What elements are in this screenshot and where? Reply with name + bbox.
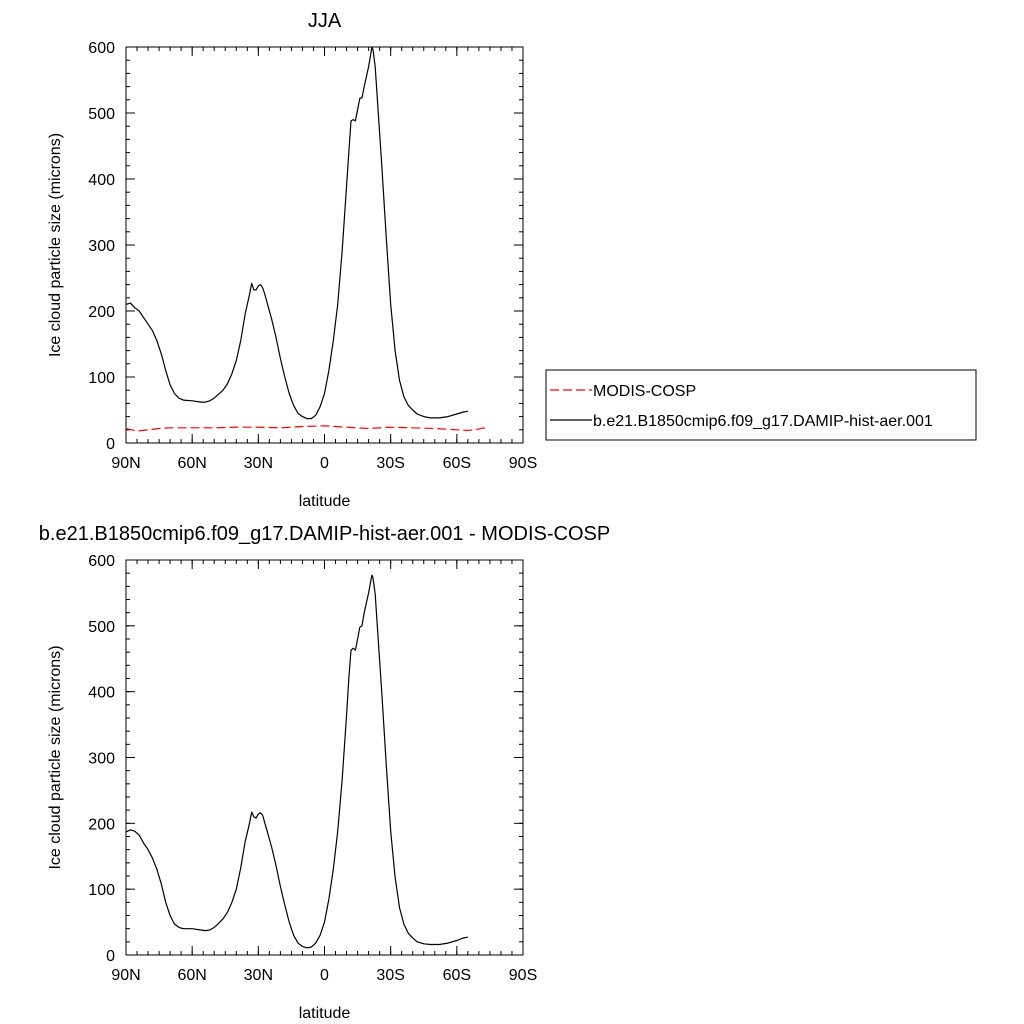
y-tick-label: 100 bbox=[88, 370, 115, 387]
x-axis-label: latitude bbox=[299, 493, 351, 510]
x-tick-label: 90N bbox=[111, 455, 140, 472]
x-tick-label: 30N bbox=[244, 967, 273, 984]
x-axis-label: latitude bbox=[299, 1005, 351, 1022]
chart-title: b.e21.B1850cmip6.f09_g17.DAMIP-hist-aer.… bbox=[39, 523, 610, 545]
panel-2: b.e21.B1850cmip6.f09_g17.DAMIP-hist-aer.… bbox=[39, 523, 610, 1022]
plot-frame bbox=[125, 559, 524, 956]
y-tick-label: 400 bbox=[88, 172, 115, 189]
y-tick-label: 500 bbox=[88, 106, 115, 123]
x-tick-label: 30S bbox=[376, 967, 404, 984]
x-tick-label: 90S bbox=[509, 967, 537, 984]
x-tick-label: 60N bbox=[177, 967, 206, 984]
y-tick-label: 500 bbox=[88, 619, 115, 636]
y-tick-label: 0 bbox=[106, 948, 115, 965]
y-axis-label: Ice cloud particle size (microns) bbox=[47, 645, 64, 869]
series-line-1 bbox=[125, 425, 489, 432]
x-tick-label: 90N bbox=[111, 967, 140, 984]
plot-frame bbox=[125, 46, 524, 444]
y-tick-label: 400 bbox=[88, 685, 115, 702]
y-tick-label: 0 bbox=[106, 436, 115, 453]
x-tick-label: 60S bbox=[443, 455, 471, 472]
y-tick-label: 600 bbox=[88, 40, 115, 57]
series-line-2 bbox=[125, 46, 468, 420]
legend-label: MODIS-COSP bbox=[593, 383, 696, 400]
y-tick-label: 200 bbox=[88, 816, 115, 833]
y-tick-label: 600 bbox=[88, 553, 115, 570]
chart-title: JJA bbox=[308, 10, 342, 32]
y-tick-label: 300 bbox=[88, 238, 115, 255]
panel-1: JJA 90N 60N 30N 0 30S 60S 90S 0 100 200 300 400 500 60… bbox=[47, 10, 977, 510]
y-axis-label: Ice cloud particle size (microns) bbox=[47, 133, 64, 357]
x-tick-label: 90S bbox=[509, 455, 537, 472]
x-tick-label: 60S bbox=[443, 967, 471, 984]
series-line-1 bbox=[125, 574, 468, 949]
x-tick-label: 0 bbox=[320, 967, 329, 984]
x-tick-label: 0 bbox=[320, 455, 329, 472]
y-tick-label: 100 bbox=[88, 882, 115, 899]
legend: MODIS-COSP b.e21.B1850cmip6.f09_g17.DAMIP… bbox=[545, 369, 977, 441]
y-tick-label: 200 bbox=[88, 304, 115, 321]
y-tick-label: 300 bbox=[88, 751, 115, 768]
legend-label: b.e21.B1850cmip6.f09_g17.DAMIP-hist-aer.… bbox=[593, 413, 933, 430]
legend-box bbox=[545, 369, 977, 441]
x-tick-label: 30S bbox=[376, 455, 404, 472]
x-tick-label: 60N bbox=[177, 455, 206, 472]
x-tick-label: 30N bbox=[244, 455, 273, 472]
